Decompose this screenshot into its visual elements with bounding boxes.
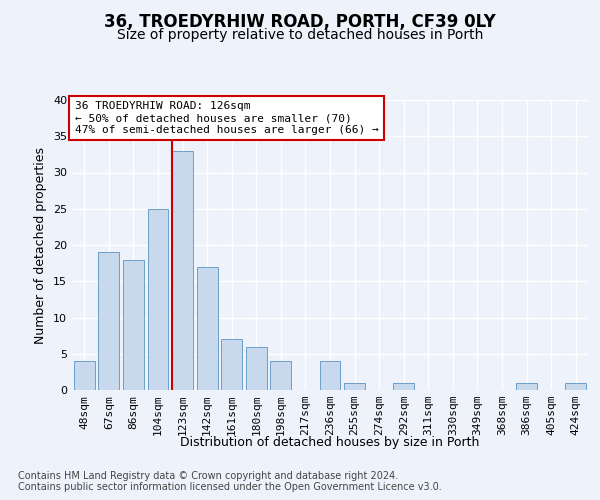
Bar — [123, 260, 144, 390]
Bar — [246, 346, 267, 390]
Bar — [271, 361, 292, 390]
Bar — [221, 339, 242, 390]
Bar — [320, 361, 340, 390]
Text: Size of property relative to detached houses in Porth: Size of property relative to detached ho… — [117, 28, 483, 42]
Text: 36, TROEDYRHIW ROAD, PORTH, CF39 0LY: 36, TROEDYRHIW ROAD, PORTH, CF39 0LY — [104, 12, 496, 30]
Bar — [172, 151, 193, 390]
Text: Distribution of detached houses by size in Porth: Distribution of detached houses by size … — [181, 436, 479, 449]
Bar — [148, 209, 169, 390]
Bar — [197, 267, 218, 390]
Bar — [344, 383, 365, 390]
Text: Contains HM Land Registry data © Crown copyright and database right 2024.: Contains HM Land Registry data © Crown c… — [18, 471, 398, 481]
Bar — [98, 252, 119, 390]
Bar — [565, 383, 586, 390]
Y-axis label: Number of detached properties: Number of detached properties — [34, 146, 47, 344]
Text: 36 TROEDYRHIW ROAD: 126sqm
← 50% of detached houses are smaller (70)
47% of semi: 36 TROEDYRHIW ROAD: 126sqm ← 50% of deta… — [74, 102, 379, 134]
Bar — [393, 383, 414, 390]
Text: Contains public sector information licensed under the Open Government Licence v3: Contains public sector information licen… — [18, 482, 442, 492]
Bar — [516, 383, 537, 390]
Bar — [74, 361, 95, 390]
